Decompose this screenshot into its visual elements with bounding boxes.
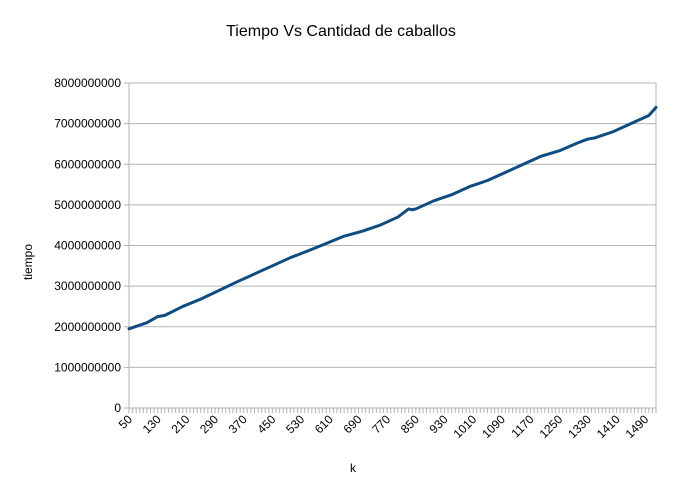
y-tick-label: 3000000000 <box>54 279 121 293</box>
y-axis-title: tiempo <box>21 244 35 280</box>
chart-title: Tiempo Vs Cantidad de caballos <box>226 23 456 40</box>
x-tick-label: 850 <box>398 412 422 436</box>
x-tick-label: 1330 <box>565 412 594 441</box>
x-tick-label: 1010 <box>451 412 480 441</box>
y-tick-label: 2000000000 <box>54 320 121 334</box>
y-tick-label: 6000000000 <box>54 157 121 171</box>
x-tick-label: 1170 <box>508 412 536 440</box>
grid-lines <box>129 82 656 409</box>
x-axis-ticks: 50 130 210 290 370 450 530 610 690 770 850 930 1010 1… <box>116 408 657 441</box>
x-tick-label: 610 <box>312 412 336 436</box>
x-tick-label: 1090 <box>479 412 508 441</box>
x-tick-label: 210 <box>168 412 192 436</box>
y-tick-label: 0 <box>114 401 121 415</box>
y-tick-label: 5000000000 <box>54 198 121 212</box>
x-tick-label: 290 <box>197 412 221 436</box>
series-line <box>127 105 658 331</box>
x-tick-label: 930 <box>427 412 451 436</box>
x-tick-label: 690 <box>340 412 364 436</box>
x-tick-label: 1410 <box>594 412 623 441</box>
x-tick-label: 1490 <box>623 412 652 441</box>
x-tick-label: 450 <box>254 412 278 436</box>
y-tick-label: 4000000000 <box>54 239 121 253</box>
x-tick-label: 130 <box>140 412 164 436</box>
x-axis-title: k <box>350 461 357 475</box>
x-tick-label: 530 <box>283 412 307 436</box>
y-tick-label: 8000000000 <box>54 76 121 90</box>
y-tick-label: 1000000000 <box>54 360 121 374</box>
x-tick-label: 370 <box>226 412 250 436</box>
y-axis-ticks: 0 1000000000 2000000000 3000000000 400000000… <box>54 76 129 415</box>
y-tick-label: 7000000000 <box>54 117 121 131</box>
x-tick-label: 1250 <box>537 412 566 441</box>
x-tick-label: 770 <box>369 412 393 436</box>
